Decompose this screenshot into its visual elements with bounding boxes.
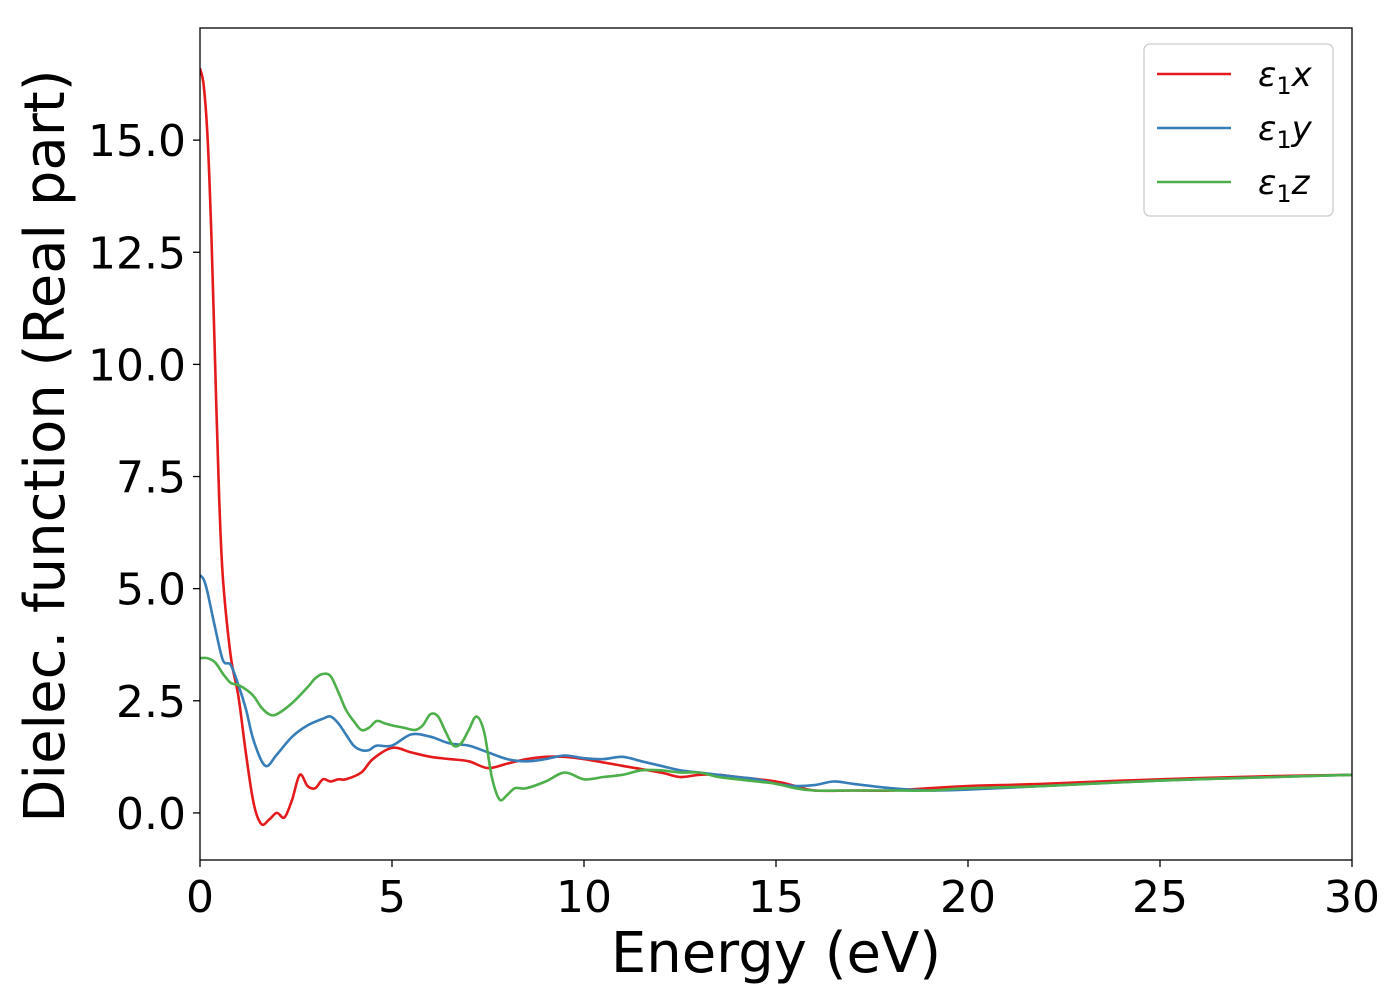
legend: ε1x ε1y ε1z (1143, 43, 1334, 217)
series-layer (200, 68, 1352, 827)
series-line-z (200, 656, 1352, 802)
legend-item-z: ε1z (1157, 163, 1311, 208)
legend-item-x: ε1x (1157, 55, 1313, 100)
x-tick-label: 15 (748, 872, 804, 923)
legend-box (1143, 43, 1334, 217)
y-tick-label: 5.0 (116, 565, 186, 616)
y-axis-title: Dielec. function (Real part) (13, 69, 78, 822)
x-tick-label: 10 (556, 872, 612, 923)
y-tick-label: 2.5 (116, 677, 186, 728)
x-tick-label: 25 (1132, 872, 1188, 923)
series-line-y (200, 574, 1352, 792)
x-tick-label: 30 (1324, 872, 1380, 923)
y-tick-label: 7.5 (116, 453, 186, 504)
y-axis: 0.0 2.5 5.0 7.5 10.0 12.5 15.0 (88, 116, 200, 840)
x-axis-title: Energy (eV) (611, 921, 941, 986)
legend-item-y: ε1y (1157, 109, 1313, 154)
legend-label: ε1x (1258, 55, 1313, 100)
y-tick-label: 15.0 (88, 116, 186, 167)
x-axis: 0 5 10 15 20 25 30 (186, 860, 1380, 923)
y-tick-label: 10.0 (88, 340, 186, 391)
x-tick-label: 5 (378, 872, 406, 923)
y-tick-label: 12.5 (88, 228, 186, 279)
y-tick-label: 0.0 (116, 789, 186, 840)
legend-label: ε1y (1258, 109, 1313, 154)
x-tick-label: 0 (186, 872, 214, 923)
legend-label: ε1z (1258, 163, 1311, 208)
x-tick-label: 20 (940, 872, 996, 923)
